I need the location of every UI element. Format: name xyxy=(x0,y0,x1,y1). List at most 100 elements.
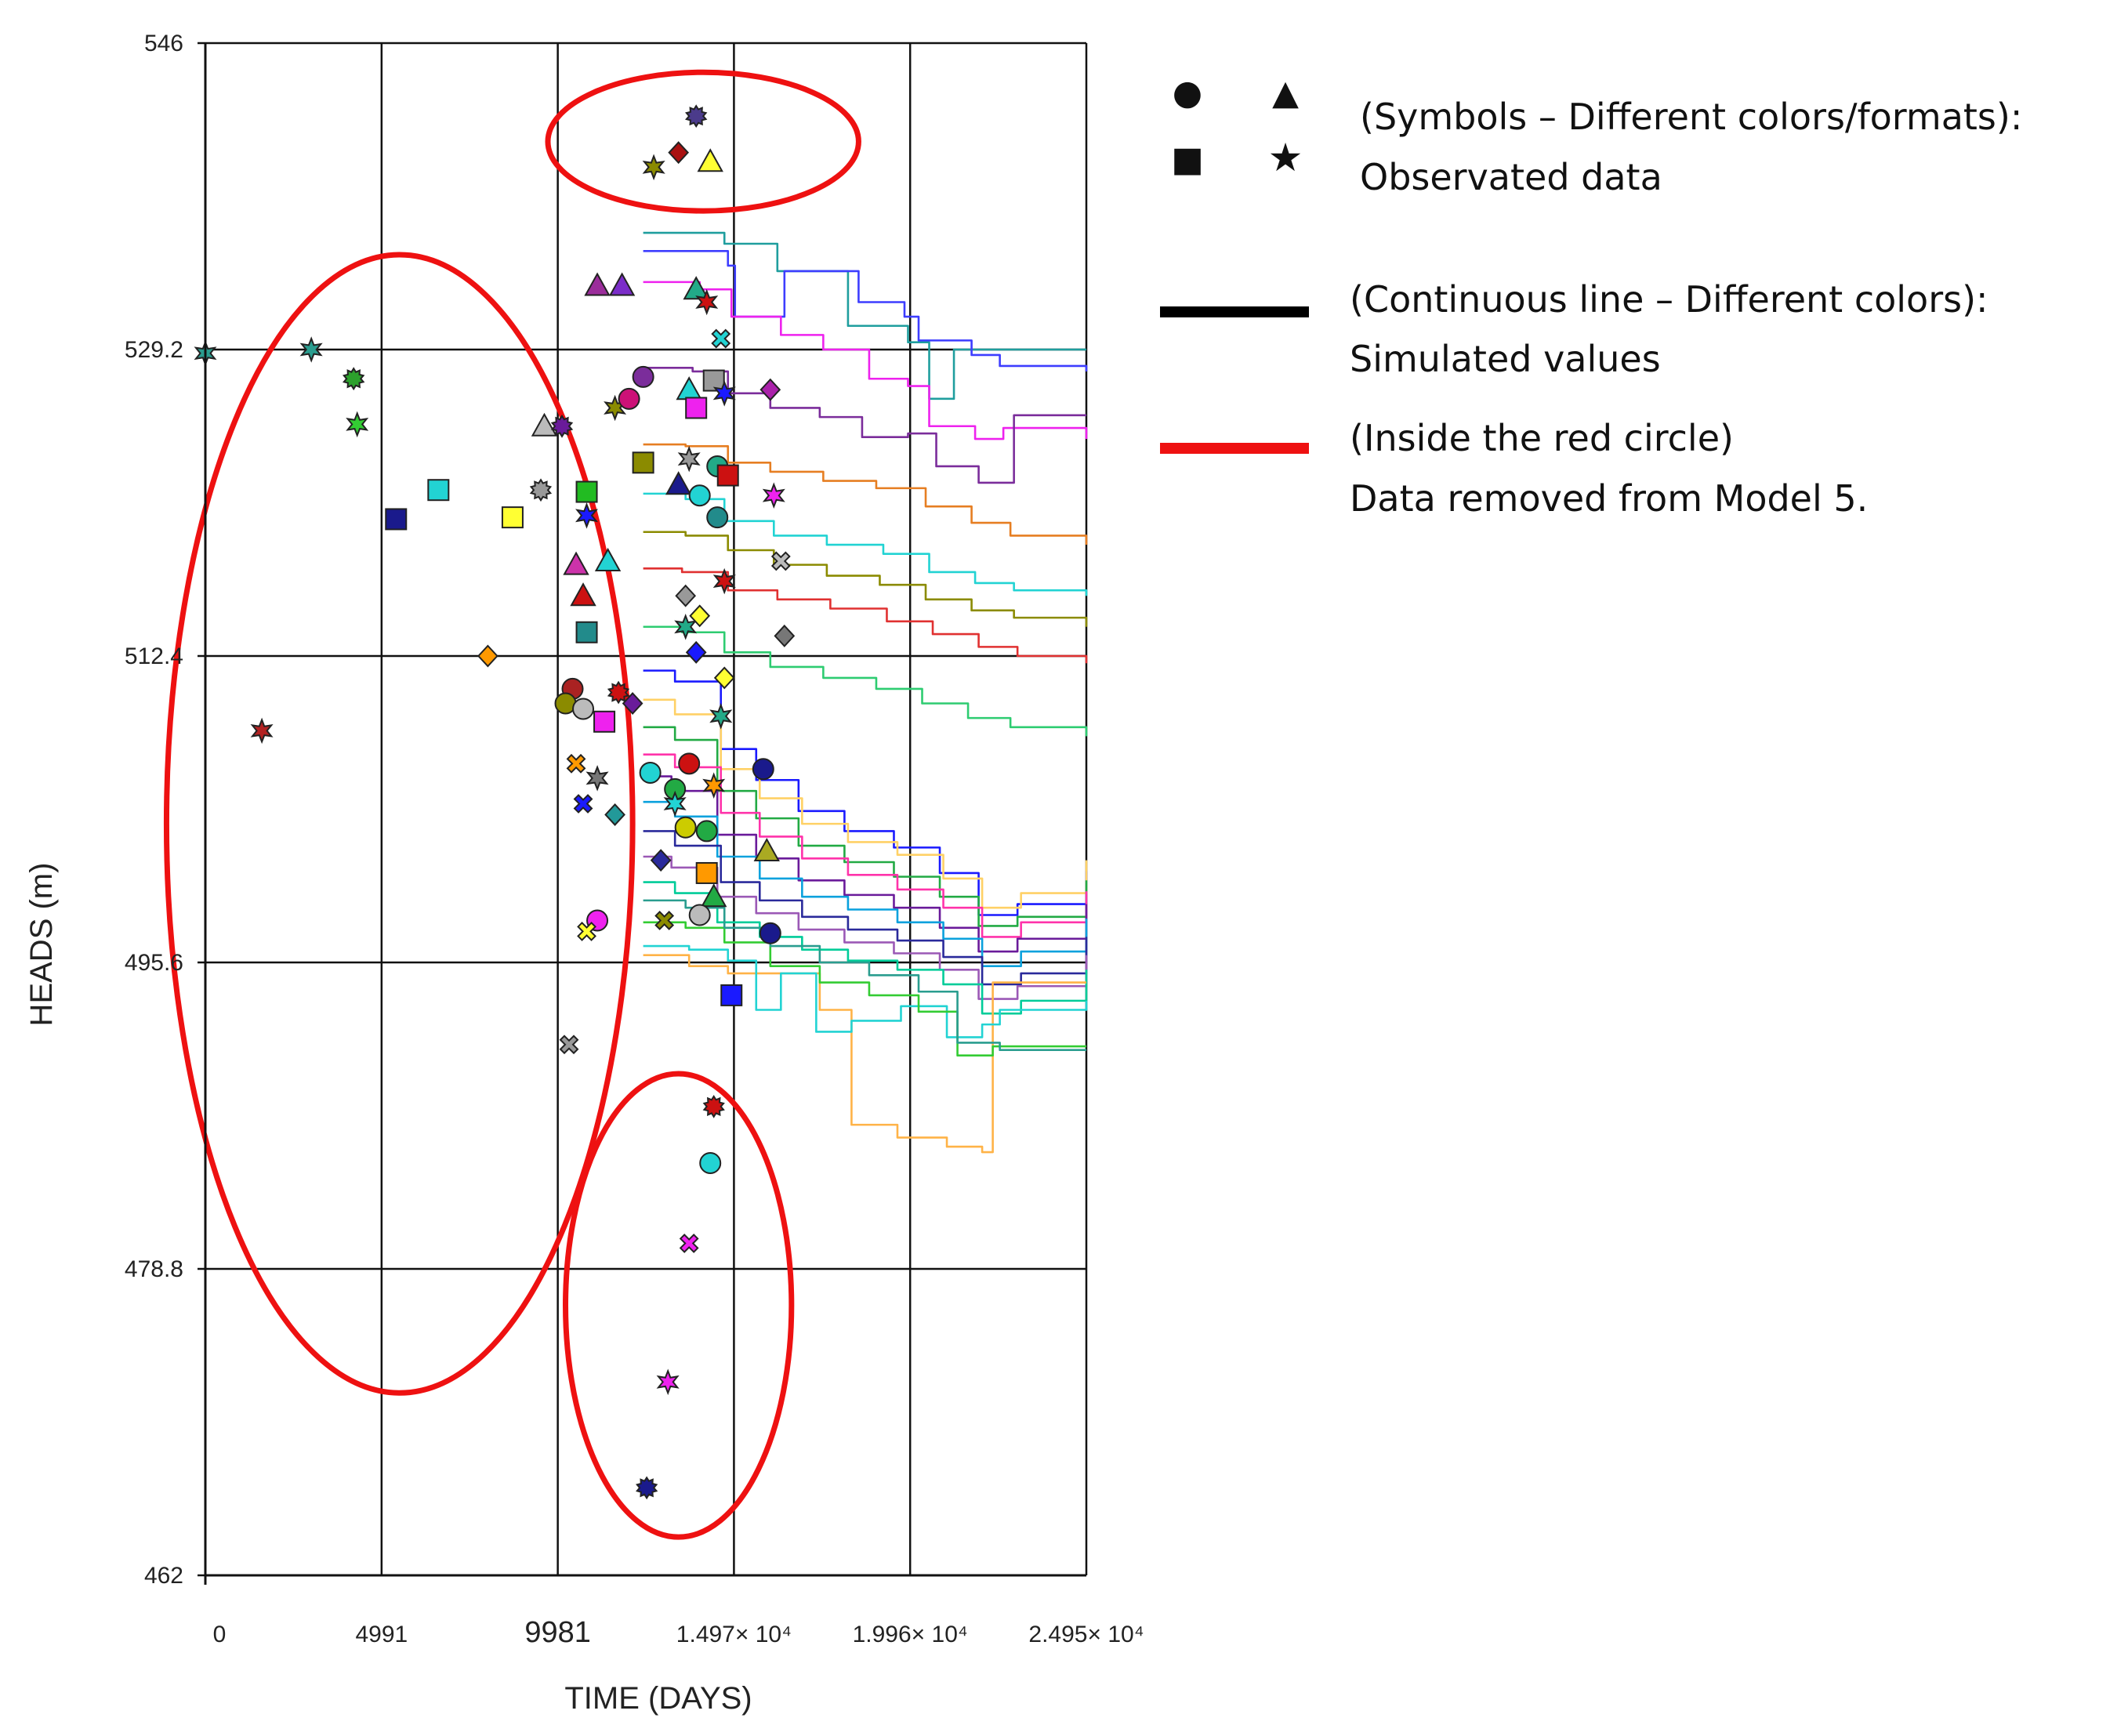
observed-point-5 xyxy=(427,479,450,502)
observed-point-38 xyxy=(668,141,690,165)
observed-point-6 xyxy=(501,506,524,529)
x-tick-label: 9981 xyxy=(524,1616,591,1649)
legend: ● ▲ ■ ★ (Symbols – Different colors/form… xyxy=(1160,73,2022,520)
observed-point-3 xyxy=(346,411,369,438)
simulated-line-1 xyxy=(643,250,1088,371)
observed-point-19 xyxy=(608,272,636,296)
observed-point-47 xyxy=(685,397,708,419)
y-axis-label: HEADS (m) xyxy=(24,863,59,1027)
legend-removed-line1: (Inside the red circle) xyxy=(1350,417,1734,459)
observed-point-14 xyxy=(563,551,589,575)
x-tick-label: 2.495× 10⁴ xyxy=(1028,1622,1144,1647)
observed-point-58 xyxy=(675,584,697,607)
observed-point-66 xyxy=(752,758,774,781)
legend-symbol-triangle: ▲ xyxy=(1272,73,1299,113)
y-tick-label: 512.4 xyxy=(125,643,183,669)
observed-point-60 xyxy=(689,604,711,628)
observed-point-23 xyxy=(632,451,654,474)
legend-removed-line2: Data removed from Model 5. xyxy=(1350,477,1868,520)
removed-data-ellipse-1 xyxy=(545,69,861,214)
legend-entry-simulated: (Continuous line – Different colors): Si… xyxy=(1160,278,1988,380)
observed-point-53 xyxy=(688,484,711,507)
simulated-line-11 xyxy=(643,726,1088,927)
simulated-line-15 xyxy=(643,830,1088,986)
y-tick-label: 546 xyxy=(144,31,183,56)
simulated-line-13 xyxy=(643,775,1088,953)
x-axis-label: TIME (DAYS) xyxy=(564,1681,752,1716)
observed-point-10 xyxy=(531,412,558,437)
legend-entry-removed: (Inside the red circle) Data removed fro… xyxy=(1160,417,1868,520)
simulated-line-4 xyxy=(643,443,1088,545)
observed-point-4 xyxy=(385,508,408,531)
observed-point-61 xyxy=(774,624,796,647)
simulated-line-8 xyxy=(643,625,1088,737)
observed-point-52 xyxy=(665,471,692,495)
y-tick-label: 495.6 xyxy=(125,950,183,976)
observed-point-15 xyxy=(594,547,622,571)
observed-point-75 xyxy=(753,837,780,862)
simulated-line-7 xyxy=(643,531,1088,627)
x-tick-label: 1.497× 10⁴ xyxy=(676,1622,792,1647)
observed-point-12 xyxy=(575,480,598,503)
legend-observed-line1: (Symbols – Different colors/formats): xyxy=(1360,96,2022,138)
x-tick-label: 0 xyxy=(213,1622,227,1647)
observed-point-64 xyxy=(709,703,733,730)
observed-point-48 xyxy=(759,378,781,401)
x-tick-label: 1.996× 10⁴ xyxy=(853,1622,968,1647)
removed-data-ellipses xyxy=(163,69,861,1540)
observed-point-82 xyxy=(699,1152,722,1175)
observed-point-27 xyxy=(593,710,616,733)
observed-point-54 xyxy=(706,506,729,529)
observed-point-57 xyxy=(712,567,736,595)
simulated-lines xyxy=(643,231,1088,1154)
observed-point-63 xyxy=(713,666,735,690)
legend-entry-observed: ● ▲ ■ ★ (Symbols – Different colors/form… xyxy=(1171,73,2022,198)
observed-point-2 xyxy=(343,367,365,391)
observed-point-28 xyxy=(607,680,630,705)
removed-data-ellipse-2 xyxy=(563,1071,795,1540)
observed-point-62 xyxy=(685,640,707,664)
y-tick-label: 478.8 xyxy=(125,1256,183,1282)
simulated-line-0 xyxy=(643,231,1086,400)
observed-point-73 xyxy=(650,849,672,872)
observed-point-85 xyxy=(636,1476,658,1500)
simulated-line-21 xyxy=(643,899,1086,1052)
axes: 462 478.8 495.6 512.4 529.2 546 0 4991 9981 1.497… xyxy=(125,31,1144,1649)
observed-point-69 xyxy=(663,790,687,817)
simulated-line-18 xyxy=(643,954,1086,1154)
legend-simulated-line2: Simulated values xyxy=(1350,338,1661,380)
observed-point-33 xyxy=(604,803,625,826)
observed-point-42 xyxy=(695,288,719,316)
observed-point-22 xyxy=(632,365,654,388)
observed-point-36 xyxy=(559,1035,579,1055)
observed-point-16 xyxy=(570,582,596,607)
removed-data-ellipse-0 xyxy=(163,252,636,1396)
observed-point-39 xyxy=(642,154,665,181)
observed-point-26 xyxy=(572,698,595,720)
observed-point-83 xyxy=(679,1234,699,1253)
observed-point-84 xyxy=(656,1368,680,1396)
observed-point-41 xyxy=(683,276,709,300)
observed-point-70 xyxy=(702,772,726,799)
observed-point-37 xyxy=(685,104,708,128)
y-tick-label: 529.2 xyxy=(125,337,183,363)
observed-point-56 xyxy=(770,551,791,571)
observed-point-11 xyxy=(550,414,574,438)
legend-symbol-star: ★ xyxy=(1268,135,1303,180)
simulated-line-10 xyxy=(643,698,1088,909)
simulated-line-3 xyxy=(643,366,1086,484)
observed-point-13 xyxy=(575,502,599,529)
observed-point-9 xyxy=(529,478,553,502)
observed-point-32 xyxy=(573,794,593,814)
legend-simulated-line1: (Continuous line – Different colors): xyxy=(1350,278,1988,321)
observed-point-45 xyxy=(676,376,702,400)
observed-point-31 xyxy=(585,765,609,792)
observed-point-72 xyxy=(695,820,718,843)
observed-point-80 xyxy=(759,922,781,944)
legend-observed-line2: Observated data xyxy=(1360,156,1662,198)
observed-point-79 xyxy=(720,984,743,1006)
simulated-line-5 xyxy=(643,492,1088,596)
observed-point-74 xyxy=(695,861,718,884)
observed-point-1 xyxy=(299,336,323,363)
